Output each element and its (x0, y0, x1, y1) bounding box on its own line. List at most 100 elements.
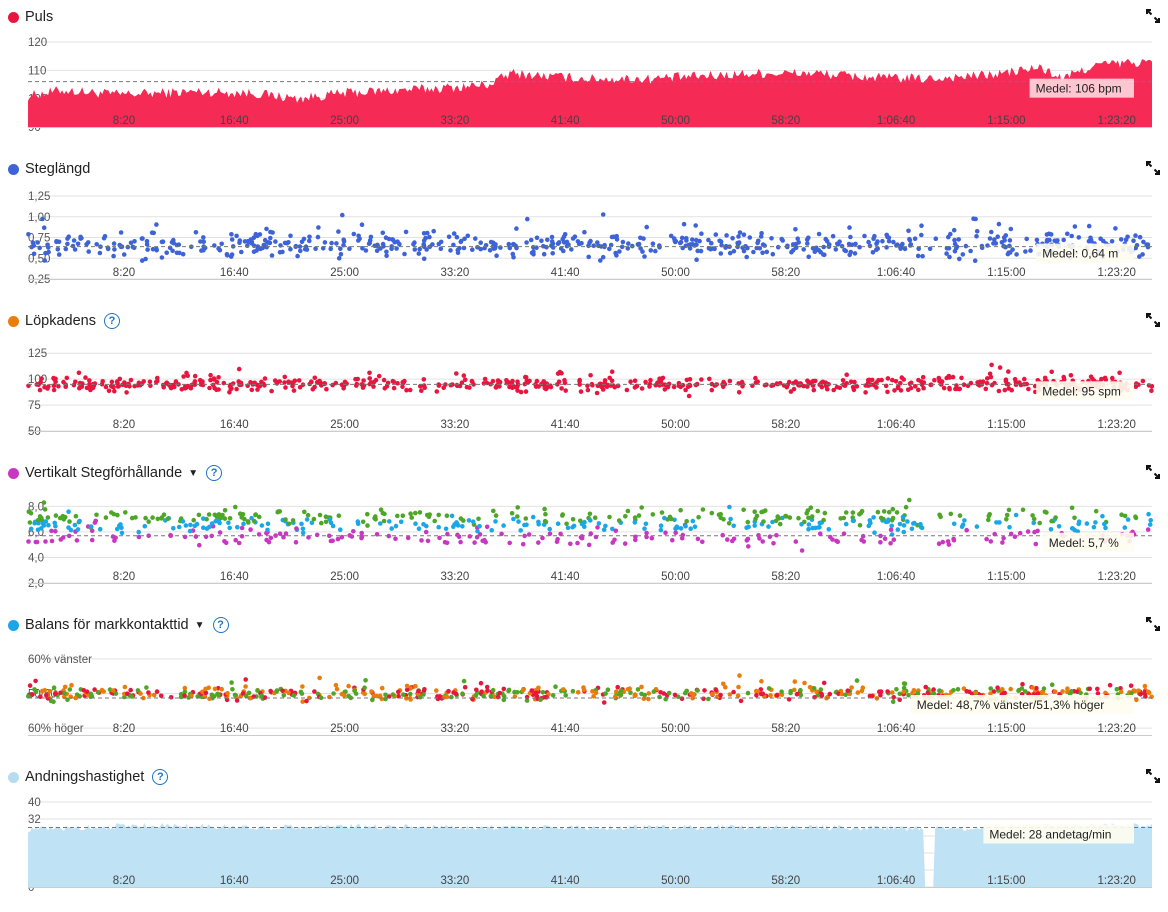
data-point (224, 697, 230, 703)
expand-icon[interactable] (1146, 617, 1160, 631)
x-tick-label: 1:15:00 (987, 723, 1025, 735)
data-point (203, 690, 209, 696)
data-point (417, 510, 423, 515)
data-point (744, 538, 750, 543)
data-point (331, 691, 336, 696)
data-point (66, 509, 71, 514)
panel-title[interactable]: Balans för markkontakttid (25, 617, 189, 633)
data-point (888, 541, 893, 546)
chevron-down-icon[interactable]: ▼ (188, 467, 199, 479)
data-point (1128, 683, 1134, 688)
data-point (495, 378, 501, 383)
data-point (30, 692, 35, 697)
data-point (375, 243, 381, 249)
data-point (494, 253, 499, 258)
data-point (317, 512, 323, 518)
data-point (892, 388, 897, 393)
data-point (827, 691, 833, 697)
data-point (374, 248, 380, 253)
data-point (524, 240, 529, 245)
data-point (101, 235, 107, 241)
data-point (1095, 686, 1100, 692)
help-icon[interactable]: ? (152, 769, 169, 785)
data-point (262, 376, 268, 381)
data-point (952, 241, 958, 247)
x-tick-label: 16:40 (220, 115, 249, 127)
data-point (905, 387, 911, 393)
data-point (446, 688, 451, 694)
data-point (122, 684, 128, 690)
data-point (421, 377, 427, 382)
data-point (52, 520, 57, 526)
data-point (268, 688, 273, 694)
data-point (793, 539, 799, 544)
series-color-dot (8, 163, 19, 175)
data-point (586, 542, 592, 548)
expand-icon[interactable] (1146, 769, 1160, 783)
data-point (116, 383, 121, 389)
data-point (193, 230, 199, 235)
mean-label-bg (1042, 532, 1134, 552)
chevron-down-icon[interactable]: ▼ (194, 619, 205, 631)
data-point (371, 384, 376, 389)
data-point (740, 384, 745, 389)
data-point (393, 523, 399, 529)
data-point (895, 527, 901, 532)
data-point (144, 238, 150, 244)
data-point (515, 514, 520, 519)
data-point (475, 528, 480, 534)
data-point (996, 388, 1002, 394)
data-point (852, 251, 858, 256)
data-point (176, 242, 182, 247)
data-point (951, 521, 957, 527)
data-point (615, 684, 620, 690)
data-point (550, 251, 555, 256)
data-point (919, 525, 925, 531)
data-point (405, 535, 411, 541)
data-point (180, 519, 186, 524)
data-point (269, 388, 274, 394)
panel-title[interactable]: Vertikalt Stegförhållande (25, 465, 183, 481)
data-point (919, 223, 924, 228)
data-point (1100, 513, 1105, 519)
help-icon[interactable]: ? (103, 313, 120, 329)
data-point (240, 512, 246, 517)
data-point (173, 379, 179, 384)
data-point (339, 534, 345, 540)
data-point (1069, 689, 1074, 695)
help-icon[interactable]: ? (212, 617, 229, 633)
data-point (928, 382, 933, 388)
expand-icon[interactable] (1146, 9, 1160, 23)
data-point (653, 248, 658, 254)
data-point (299, 521, 304, 527)
data-point (941, 385, 947, 391)
data-point (334, 686, 340, 692)
data-point (1028, 248, 1033, 253)
data-point (236, 366, 242, 372)
data-point (644, 224, 649, 230)
expand-icon[interactable] (1146, 465, 1160, 479)
data-point (738, 698, 744, 704)
data-point (208, 372, 213, 378)
data-point (622, 541, 628, 546)
data-point (66, 533, 72, 539)
data-point (746, 524, 751, 530)
data-point (920, 253, 925, 259)
data-point (628, 379, 633, 384)
data-point (639, 684, 644, 690)
data-point (155, 516, 161, 522)
data-point (798, 381, 803, 386)
data-point (493, 242, 498, 247)
data-point (700, 539, 705, 545)
data-point (416, 251, 422, 256)
expand-icon[interactable] (1146, 313, 1160, 327)
data-point (979, 243, 985, 249)
data-point (255, 688, 260, 693)
x-tick-label: 1:15:00 (987, 115, 1025, 127)
help-icon[interactable]: ? (206, 465, 223, 481)
data-point (588, 373, 593, 378)
panel-vertikalt-stegforhallande: Vertikalt Stegförhållande ▼? 8,0 6,0 4,0 2,0 M… (0, 456, 1168, 608)
data-point (203, 686, 208, 692)
expand-icon[interactable] (1146, 161, 1160, 175)
data-point (57, 515, 63, 521)
